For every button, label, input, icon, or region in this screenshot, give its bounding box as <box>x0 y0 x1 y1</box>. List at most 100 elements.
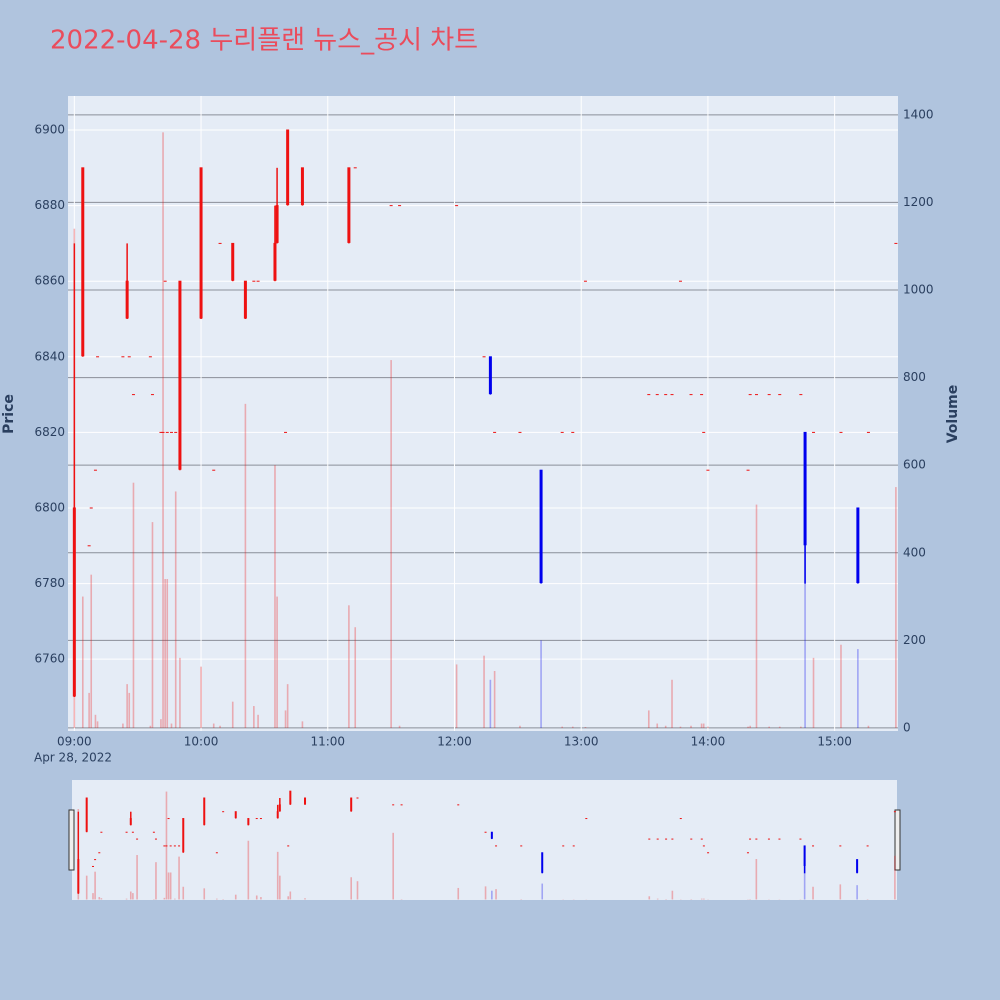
candle-body <box>488 356 492 395</box>
candle-body <box>389 205 393 207</box>
candle-body <box>482 356 486 358</box>
volume-bar <box>301 721 304 728</box>
volume-bar <box>200 666 202 728</box>
candle-body <box>398 205 402 207</box>
candle-body <box>690 838 693 840</box>
volume-bar <box>166 579 169 728</box>
volume-bar <box>169 872 172 900</box>
volume-bar <box>804 500 806 728</box>
candle-body <box>518 431 522 433</box>
volume-bar <box>398 725 401 728</box>
candle-body <box>572 845 575 847</box>
volume-bar <box>167 872 170 900</box>
volume-bar <box>128 692 131 728</box>
candle-body <box>689 394 693 396</box>
y-tick-label: 6800 <box>34 500 65 514</box>
candle-body <box>856 859 859 873</box>
volume-bar <box>276 596 278 728</box>
volume-bar <box>276 851 279 900</box>
volume-bar <box>129 891 132 900</box>
candle-body <box>585 818 588 820</box>
volume-bar <box>664 725 667 728</box>
candle-body <box>129 818 132 825</box>
candle-body <box>89 507 93 509</box>
candle-body <box>520 845 523 847</box>
candle-body <box>96 356 100 358</box>
y2-tick-label: 600 <box>903 458 926 472</box>
volume-bar <box>895 487 897 728</box>
candle-body <box>707 852 710 854</box>
candle-body <box>700 394 704 396</box>
candle-body <box>169 431 173 433</box>
candle-body <box>356 797 359 799</box>
candle-body <box>457 804 460 806</box>
candle-body <box>664 394 668 396</box>
volume-bar <box>212 723 215 728</box>
y-tick-label: 6900 <box>34 123 65 137</box>
slider-handle[interactable] <box>894 809 901 871</box>
range-slider[interactable] <box>72 780 897 900</box>
volume-bar <box>151 522 154 728</box>
candle-body <box>212 469 216 471</box>
y-tick-label: 6760 <box>34 652 65 666</box>
candle-body <box>866 845 869 847</box>
volume-bar <box>179 657 181 728</box>
candle-body <box>702 431 706 433</box>
candle-body <box>91 865 94 867</box>
candle-body <box>243 280 247 319</box>
x-tick-label: 11:00 <box>310 735 345 749</box>
candle-body <box>289 790 292 805</box>
candle-body <box>746 852 749 854</box>
y2-tick-label: 400 <box>903 545 926 559</box>
candle-body <box>803 845 806 866</box>
volume-bar <box>356 881 359 900</box>
candle-body <box>286 129 290 206</box>
volume-bar <box>231 701 234 728</box>
volume-bar <box>304 898 306 900</box>
candle-body <box>670 394 674 396</box>
candle-body <box>702 845 705 847</box>
candle-body <box>85 797 88 832</box>
volume-bar <box>584 727 587 728</box>
volume-bar <box>125 898 128 900</box>
volume-bar <box>800 726 802 728</box>
volume-bar <box>122 723 124 728</box>
candle-body <box>252 280 256 282</box>
volume-bar <box>671 679 673 728</box>
candle-body <box>127 356 131 358</box>
candle-body <box>131 394 135 396</box>
volume-bar <box>247 840 250 900</box>
volume-bar <box>85 875 88 900</box>
candle-body <box>276 811 279 819</box>
volume-bar <box>174 491 177 728</box>
candle-body <box>700 838 703 840</box>
candle-body <box>199 167 203 319</box>
candle-body <box>169 845 172 847</box>
volume-bar <box>489 679 492 728</box>
candle-body <box>455 205 459 207</box>
candle-body <box>167 818 170 820</box>
x-tick-label: 09:00 <box>57 735 92 749</box>
candle-body <box>259 818 262 820</box>
volume-bar <box>174 898 176 900</box>
candle-body <box>121 356 125 358</box>
volume-bar <box>483 655 485 728</box>
candle-body <box>749 838 752 840</box>
candle-body <box>541 852 544 873</box>
x-tick-label: 10:00 <box>184 735 219 749</box>
candle-body <box>678 280 682 282</box>
volume-bar <box>495 889 497 900</box>
chart-title: 2022-04-28 누리플랜 뉴스_공시 차트 <box>50 26 478 56</box>
volume-bar <box>234 894 237 900</box>
candle-body <box>839 845 842 847</box>
candle-body <box>165 431 169 433</box>
volume-bar <box>812 886 814 900</box>
candle-body <box>656 838 659 840</box>
slider-handle[interactable] <box>68 809 75 871</box>
candle-body <box>665 838 668 840</box>
volume-bar <box>219 725 221 728</box>
candle-body <box>125 831 128 833</box>
candle-body <box>495 845 498 847</box>
volume-bar <box>690 725 692 728</box>
candle-body <box>273 242 277 281</box>
